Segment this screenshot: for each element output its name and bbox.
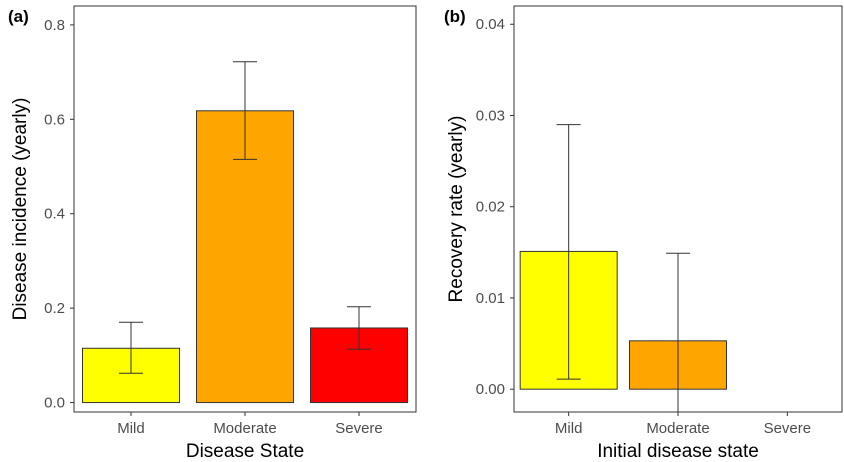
x-tick-label: Moderate — [646, 420, 709, 437]
y-tick-label: 0.03 — [476, 107, 505, 124]
y-axis-title: Recovery rate (yearly) — [446, 116, 467, 303]
y-axis-title: Disease incidence (yearly) — [10, 98, 31, 321]
x-tick-label: Mild — [555, 420, 583, 437]
panel-b: (b) 0.00 0.01 0.02 0.03 0.04 Mild Moderate Sever… — [444, 5, 843, 462]
y-tick-label: 0.00 — [476, 381, 505, 398]
y-tick-label: 0.02 — [476, 199, 505, 216]
x-axis-title: Disease State — [186, 441, 304, 462]
panel-tag: (b) — [444, 7, 466, 26]
y-tick-label: 0.04 — [476, 16, 505, 33]
y-tick-label: 0.0 — [44, 395, 65, 412]
y-tick-label: 0.8 — [44, 17, 65, 34]
y-tick-label: 0.01 — [476, 290, 505, 307]
y-tick-label: 0.4 — [44, 206, 65, 223]
x-tick-label: Severe — [764, 420, 812, 437]
x-tick-label: Severe — [335, 420, 383, 437]
y-tick-label: 0.6 — [44, 111, 65, 128]
x-tick-label: Mild — [117, 420, 145, 437]
x-tick-label: Moderate — [213, 420, 276, 437]
x-axis-title: Initial disease state — [597, 441, 759, 462]
panel-a: (a) 0.0 0.2 0.4 0.6 0.8 Mild Moderate Severe Dise… — [8, 5, 417, 462]
y-tick-label: 0.2 — [44, 300, 65, 317]
panel-tag: (a) — [8, 7, 29, 26]
